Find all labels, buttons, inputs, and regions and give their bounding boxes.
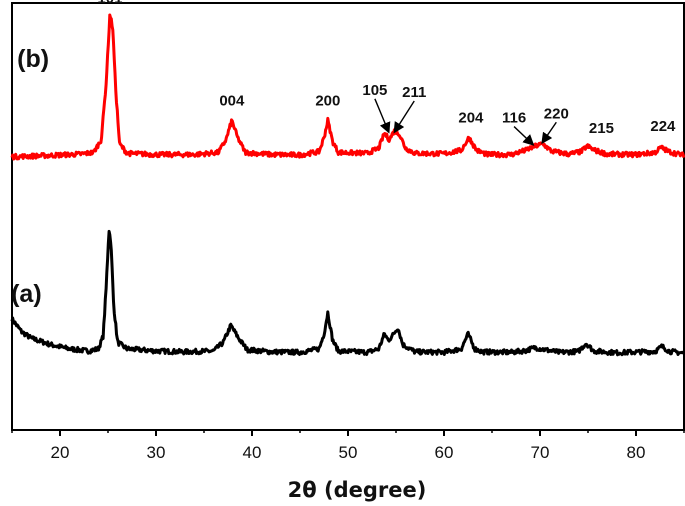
peak-label: 204: [458, 110, 484, 127]
x-tick-label: 70: [531, 443, 550, 462]
x-axis-title: 2θ (degree): [288, 478, 427, 502]
series-line-a: [10, 229, 685, 357]
peak-label: 220: [544, 105, 569, 122]
peak-label: 105: [362, 82, 387, 99]
plot-frame: [11, 2, 685, 431]
series-lines: [10, 13, 685, 357]
plot-border: [11, 2, 685, 431]
peak-label: 116: [502, 110, 526, 127]
series-tags: (b) (a): [11, 45, 49, 308]
x-tick-label: 80: [627, 443, 646, 462]
x-tick-label: 60: [435, 443, 454, 462]
peak-arrow: [541, 121, 557, 145]
peak-arrow: [513, 126, 535, 146]
x-tick-label: 20: [51, 443, 70, 462]
x-tick-label: 50: [339, 443, 358, 462]
series-tag: (a): [11, 280, 42, 308]
peak-arrow: [393, 100, 415, 134]
x-tick-label: 40: [243, 443, 262, 462]
peak-annotations: 101 004 200 105 211 204 116 220 215 224: [97, 0, 676, 146]
peak-label: 211: [402, 84, 426, 101]
series-tag: (b): [17, 45, 49, 73]
peak-label: 200: [315, 92, 340, 109]
peak-arrow: [374, 98, 391, 134]
x-tick-label: 30: [147, 443, 166, 462]
peak-label: 224: [650, 118, 676, 135]
x-axis-ticks: 20 30 40 50 60 70 80: [11, 430, 685, 462]
peak-label: 101: [97, 0, 122, 7]
series-line-b: [10, 13, 685, 161]
peak-label: 004: [219, 92, 245, 109]
peak-label: 215: [589, 120, 614, 137]
